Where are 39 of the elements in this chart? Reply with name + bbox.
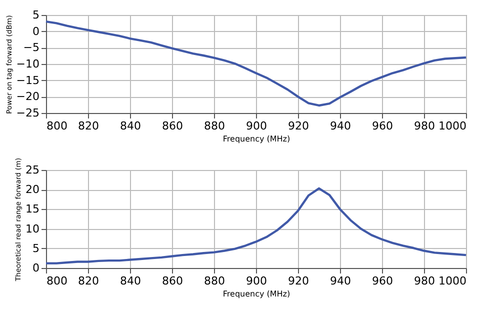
x-tick-label: 880 xyxy=(204,274,225,288)
y-tick-label: 0 xyxy=(32,24,40,38)
x-tick-label: 980 xyxy=(414,274,435,288)
y-tick-label: 15 xyxy=(26,202,40,216)
y-tick-label: −15 xyxy=(16,74,40,87)
x-tick-label: 920 xyxy=(288,274,309,288)
x-tick-label: 1000 xyxy=(438,120,466,132)
line-series xyxy=(44,187,468,264)
x-tick-label: 960 xyxy=(372,274,393,288)
y-tick-label: 5 xyxy=(32,8,40,22)
x-tick-label: 800 xyxy=(46,120,68,132)
x-axis-title: Frequency (MHz) xyxy=(222,134,290,144)
x-tick-label: 1000 xyxy=(438,274,466,288)
y-tick-label: −20 xyxy=(16,90,40,104)
line-series xyxy=(44,20,468,107)
y-tick-label: 5 xyxy=(32,242,40,255)
x-tick-label: 940 xyxy=(330,274,351,288)
x-tick-label: 960 xyxy=(372,120,393,132)
y-tick-label: 10 xyxy=(26,222,40,236)
y-tick-label: 0 xyxy=(32,262,40,274)
x-tick-label: 860 xyxy=(162,120,183,132)
y-tick-label: −25 xyxy=(16,106,40,120)
x-tick-label: 860 xyxy=(162,274,183,288)
x-tick-label: 900 xyxy=(246,120,267,132)
x-tick-label: 900 xyxy=(246,274,267,288)
x-tick-label: 980 xyxy=(414,120,435,132)
x-tick-label: 840 xyxy=(120,274,141,288)
y-tick-label: 25 xyxy=(26,164,40,176)
x-tick-label: 840 xyxy=(120,120,141,132)
y-tick-label: −10 xyxy=(16,58,40,70)
x-tick-label: 820 xyxy=(78,274,99,288)
x-tick-label: 820 xyxy=(78,120,99,132)
x-tick-label: 800 xyxy=(46,274,68,288)
y-tick-label: −5 xyxy=(23,41,40,54)
x-tick-label: 940 xyxy=(330,120,351,132)
y-tick-label: 20 xyxy=(26,183,40,196)
x-tick-label: 920 xyxy=(288,120,309,132)
x-axis-title: Frequency (MHz) xyxy=(222,290,290,298)
x-tick-label: 880 xyxy=(204,120,225,132)
